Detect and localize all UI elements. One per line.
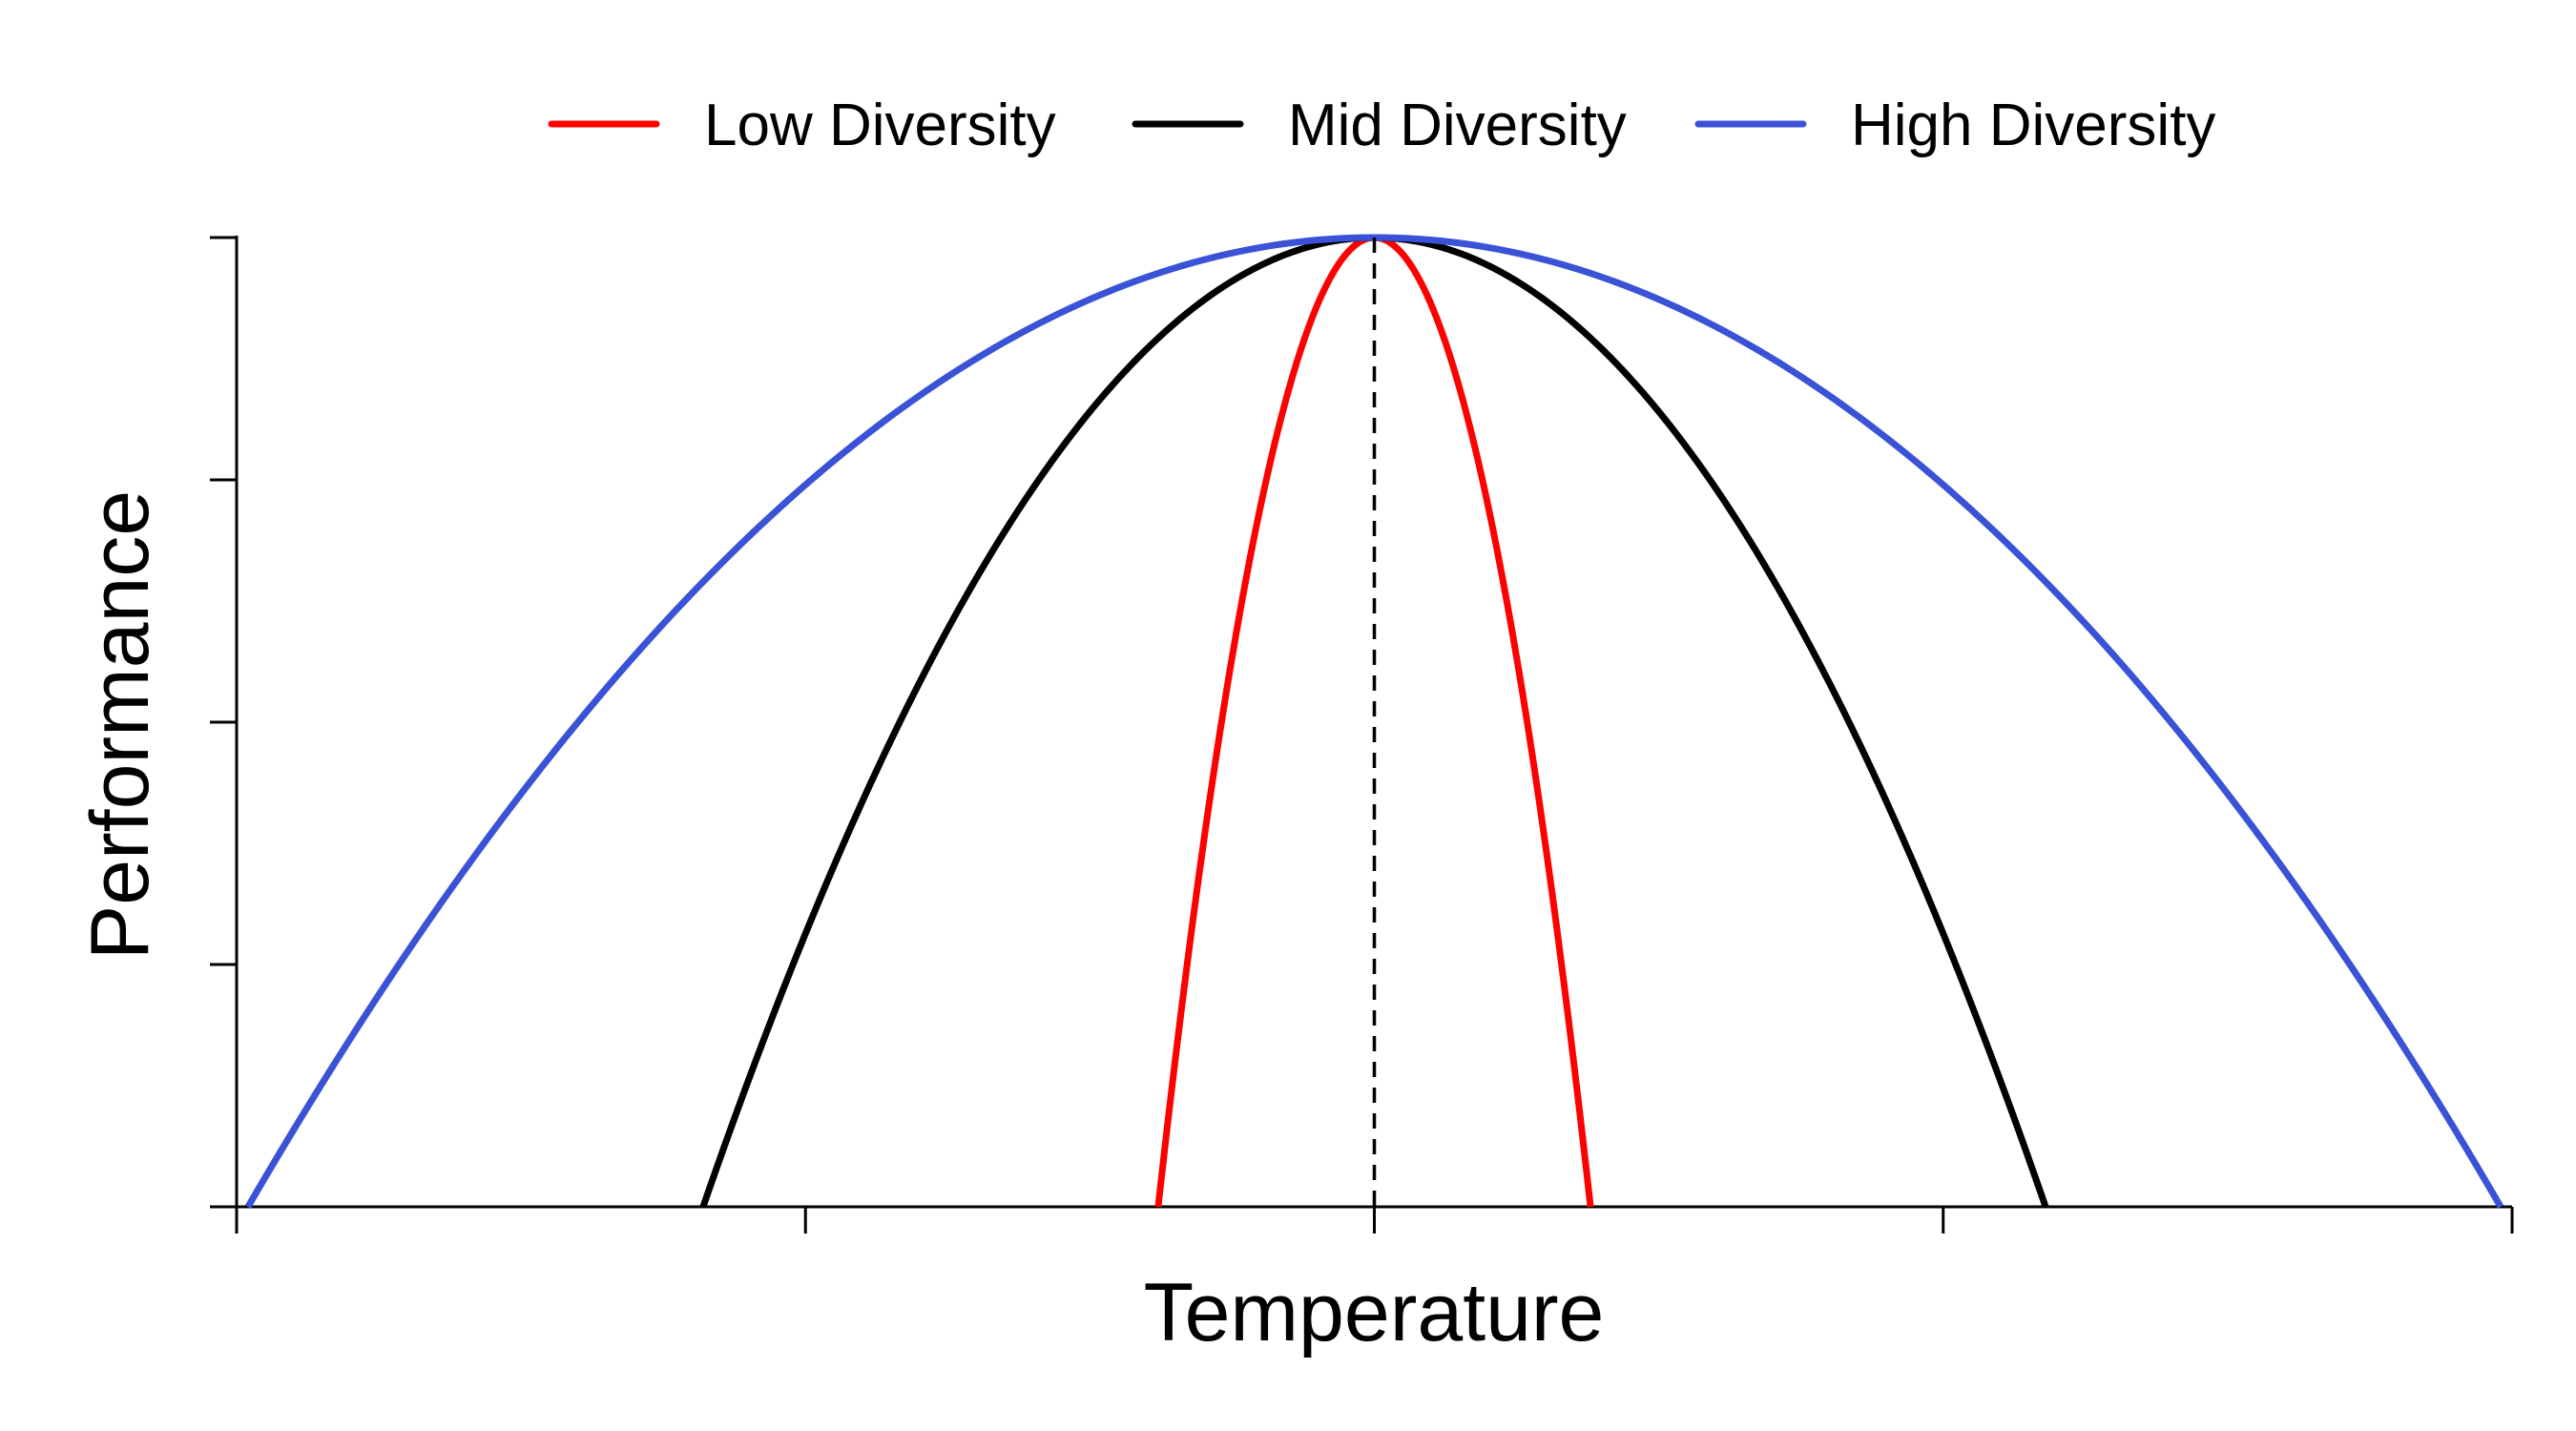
x-axis-title: Temperature: [1144, 1267, 1605, 1358]
legend-label-high: High Diversity: [1851, 93, 2215, 158]
legend: Low Diversity Mid Diversity High Diversi…: [548, 93, 2215, 158]
y-axis-title: Performance: [74, 490, 166, 960]
high-diversity-curve: [244, 234, 2504, 1209]
plot-area: [244, 234, 2504, 1209]
mid-diversity-curve: [699, 234, 2049, 1209]
low-diversity-curve: [1154, 234, 1594, 1208]
legend-label-mid: Mid Diversity: [1288, 93, 1627, 158]
legend-label-low: Low Diversity: [704, 93, 1056, 158]
axis-ticks: [210, 236, 2514, 1234]
